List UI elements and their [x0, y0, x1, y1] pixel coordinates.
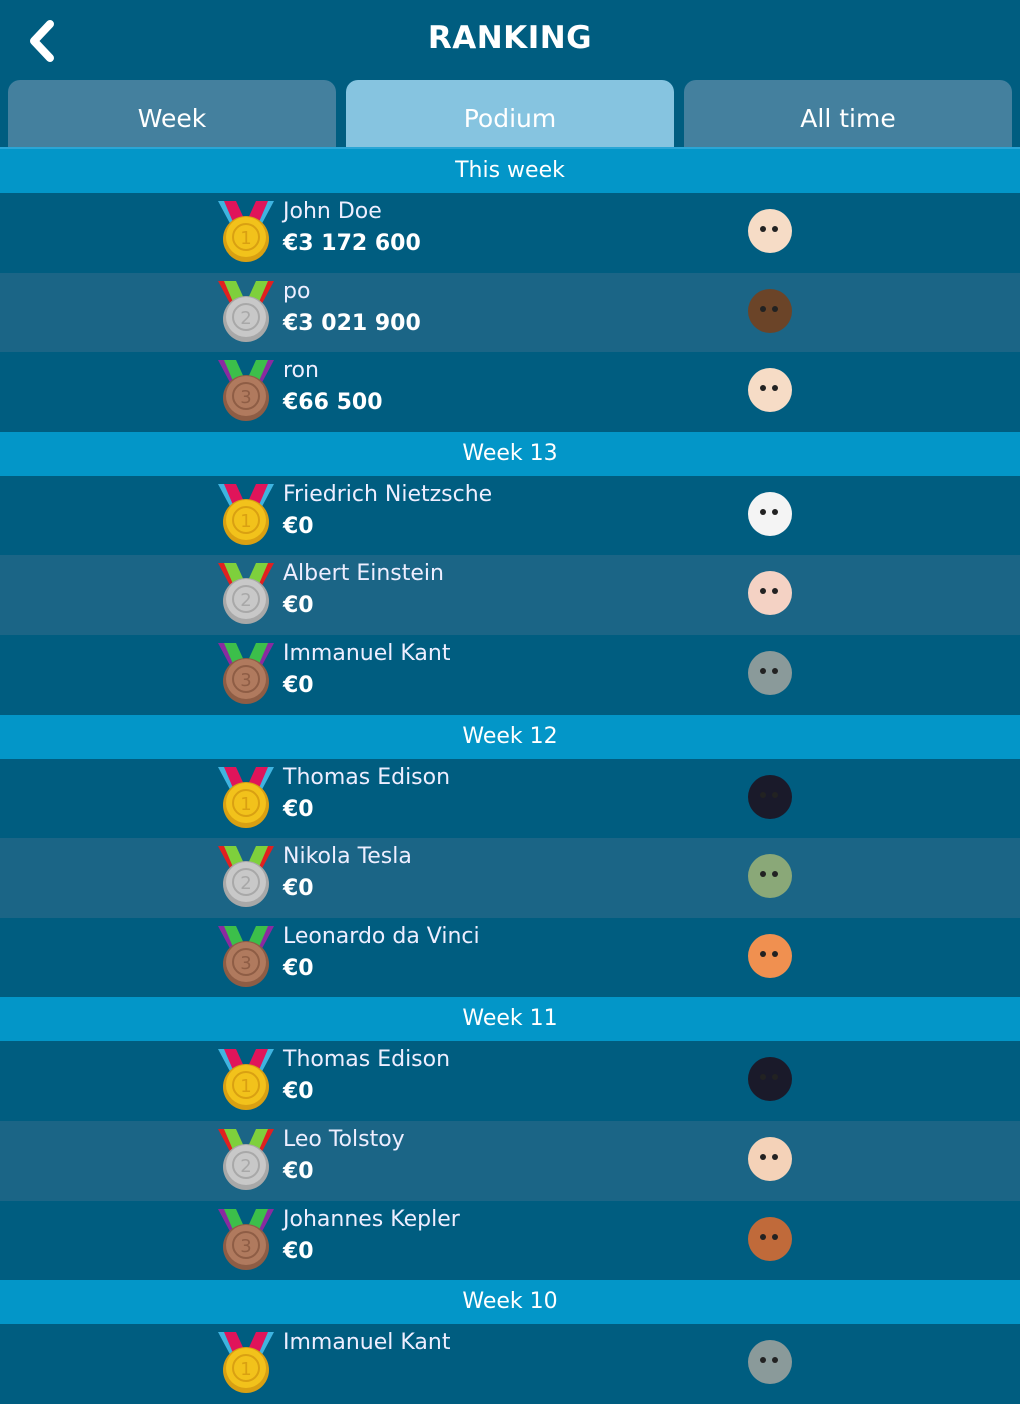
player-score: €0: [283, 1238, 314, 1264]
player-score: €0: [283, 593, 314, 619]
tab-podium[interactable]: Podium: [346, 80, 674, 147]
ranking-row[interactable]: 2 Leo Tolstoy €0: [0, 1120, 1020, 1201]
tab-bar: Week Podium All time: [0, 80, 1020, 147]
svg-text:2: 2: [240, 590, 251, 611]
player-name: Immanuel Kant: [283, 1330, 451, 1356]
masked-hero-avatar-icon: [744, 1051, 804, 1113]
top-bar: RANKING: [0, 0, 1020, 80]
viking-avatar-icon: [744, 928, 804, 990]
svg-text:1: 1: [240, 228, 251, 249]
medal-1-icon: 1: [218, 1332, 274, 1394]
player-name: John Doe: [283, 199, 382, 224]
player-score: €0: [283, 1079, 314, 1105]
reindeer-avatar-icon: [744, 283, 804, 345]
cat-avatar-icon: [744, 1334, 804, 1396]
player-score: €3 172 600: [283, 231, 421, 256]
tab-week[interactable]: Week: [8, 80, 336, 147]
player-score: €0: [283, 1158, 314, 1184]
section-header: Week 10: [0, 1280, 1020, 1325]
medal-3-icon: 3: [218, 1208, 274, 1271]
svg-text:1: 1: [240, 1359, 251, 1380]
player-name: Albert Einstein: [283, 561, 444, 587]
medal-3-icon: 3: [218, 925, 274, 988]
chevron-left-icon: [30, 20, 54, 62]
cat-avatar-icon: [744, 645, 804, 707]
section-header: This week: [0, 149, 1020, 193]
ranking-row[interactable]: 3 ron €66 500: [0, 352, 1020, 432]
medal-1-icon: 1: [218, 1049, 274, 1111]
ranking-row[interactable]: 2 po €3 021 900: [0, 272, 1020, 353]
ranking-row[interactable]: 2 Nikola Tesla €0: [0, 838, 1020, 918]
player-score: €3 021 900: [283, 310, 421, 336]
player-score: €0: [283, 876, 314, 902]
ranking-row[interactable]: 1 Friedrich Nietzsche €0: [0, 475, 1020, 556]
svg-text:1: 1: [240, 794, 251, 815]
svg-text:2: 2: [240, 873, 251, 894]
santa-avatar-icon: [744, 565, 804, 627]
ranking-row[interactable]: 3 Johannes Kepler €0: [0, 1200, 1020, 1281]
ranking-row[interactable]: 3 Immanuel Kant €0: [0, 634, 1020, 715]
medal-1-icon: 1: [218, 766, 274, 829]
player-name: ron: [283, 358, 319, 384]
player-name: Thomas Edison: [283, 1047, 451, 1073]
svg-text:3: 3: [240, 387, 251, 408]
player-score: €0: [283, 796, 314, 822]
ranking-row[interactable]: 1 Thomas Edison €0: [0, 758, 1020, 839]
section-header: Week 12: [0, 714, 1020, 759]
medal-2-icon: 2: [218, 563, 274, 625]
ranking-row[interactable]: 1 Thomas Edison €0: [0, 1041, 1020, 1121]
player-name: Thomas Edison: [283, 764, 451, 790]
player-name: po: [283, 278, 311, 304]
elf-avatar-icon: [744, 362, 804, 424]
svg-text:3: 3: [240, 953, 251, 974]
medal-1-icon: 1: [218, 201, 274, 263]
bearded-man-avatar-icon: [744, 1211, 804, 1273]
player-name: Immanuel Kant: [283, 640, 451, 666]
frankenstein-avatar-icon: [744, 848, 804, 910]
svg-text:2: 2: [240, 1156, 251, 1177]
ranking-row[interactable]: 2 Albert Einstein €0: [0, 555, 1020, 635]
player-score: €66 500: [283, 390, 383, 416]
page-title: RANKING: [427, 20, 593, 56]
tab-all-time[interactable]: All time: [684, 80, 1012, 147]
elf-avatar-icon: [744, 203, 804, 265]
medal-2-icon: 2: [218, 846, 274, 908]
player-name: Leo Tolstoy: [283, 1126, 405, 1152]
svg-text:1: 1: [240, 511, 251, 532]
player-name: Johannes Kepler: [283, 1206, 460, 1232]
back-button[interactable]: [22, 18, 62, 64]
section-header: Week 13: [0, 431, 1020, 476]
divider: [0, 147, 1020, 149]
medal-1-icon: 1: [218, 483, 274, 546]
svg-text:1: 1: [240, 1076, 251, 1097]
ranking-row[interactable]: 1 John Doe €3 172 600: [0, 193, 1020, 273]
player-name: Nikola Tesla: [283, 844, 412, 870]
cow-avatar-icon: [744, 486, 804, 548]
ranking-row[interactable]: 1 Immanuel Kant: [0, 1324, 1020, 1404]
ranking-row[interactable]: 3 Leonardo da Vinci €0: [0, 917, 1020, 998]
medal-3-icon: 3: [218, 642, 274, 705]
medal-2-icon: 2: [218, 1128, 274, 1191]
svg-text:3: 3: [240, 670, 251, 691]
player-name: Leonardo da Vinci: [283, 923, 480, 949]
nerd-avatar-icon: [744, 1131, 804, 1193]
player-score: €0: [283, 955, 314, 981]
svg-text:3: 3: [240, 1236, 251, 1257]
medal-3-icon: 3: [218, 360, 274, 422]
section-header: Week 11: [0, 997, 1020, 1042]
masked-hero-avatar-icon: [744, 769, 804, 831]
player-score: €0: [283, 513, 314, 539]
svg-text:2: 2: [240, 308, 251, 329]
medal-2-icon: 2: [218, 280, 274, 343]
player-name: Friedrich Nietzsche: [283, 481, 493, 507]
player-score: €0: [283, 672, 314, 698]
ranking-list[interactable]: This week 1 John Doe €3 172 600 2 po €3 021 90…: [0, 149, 1020, 1404]
